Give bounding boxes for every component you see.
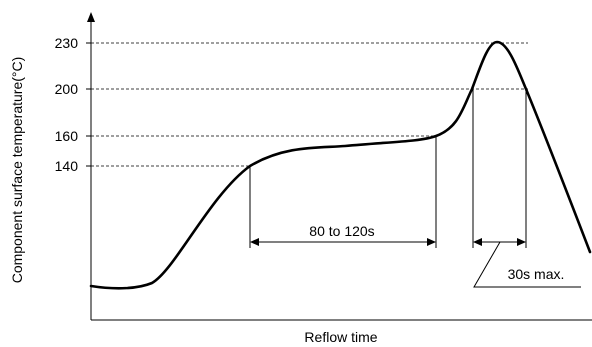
- peak-arrow-right: [517, 238, 526, 246]
- y-tick-label-200: 200: [55, 81, 79, 97]
- y-axis-label: Component surface temperature(°C): [9, 57, 25, 284]
- x-axis-label: Reflow time: [304, 329, 377, 345]
- peak-window-label: 30s max.: [508, 266, 565, 282]
- preheat-arrow-right: [427, 238, 436, 246]
- reflow-profile-curve: [89, 40, 592, 290]
- y-tick-label-160: 160: [55, 128, 79, 144]
- peak-arrow-left: [473, 238, 482, 246]
- y-tick-label-230: 230: [55, 35, 79, 51]
- y-tick-label-140: 140: [55, 158, 79, 174]
- preheat-window-label: 80 to 120s: [309, 223, 374, 239]
- peak-leader-line: [473, 241, 581, 288]
- preheat-arrow-left: [250, 238, 259, 246]
- y-axis-arrowhead: [87, 12, 95, 22]
